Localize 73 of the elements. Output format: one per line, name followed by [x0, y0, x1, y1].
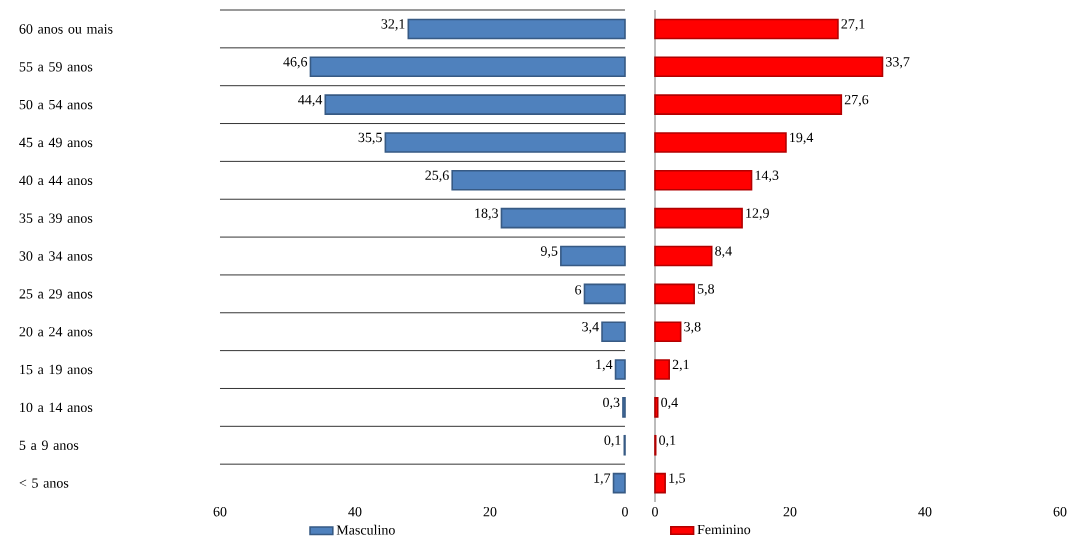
- bar: [654, 132, 787, 153]
- x-tick-label: 60: [213, 506, 227, 517]
- bar: [500, 207, 626, 229]
- y-tick-label: 30 a 34 anos: [19, 251, 93, 261]
- bar: [654, 170, 753, 191]
- bar: [654, 359, 670, 380]
- data-label: 32,1: [381, 19, 405, 31]
- bar: [451, 170, 626, 191]
- data-label: 19,4: [790, 132, 814, 145]
- data-label: 3,8: [684, 321, 701, 334]
- bar: [654, 94, 843, 115]
- bar: [622, 397, 626, 418]
- bar: [654, 207, 743, 229]
- data-label: 27,6: [844, 94, 869, 107]
- y-tick-label: 35 a 39 anos: [19, 213, 93, 223]
- bar: [654, 397, 659, 418]
- y-tick-label: < 5 anos: [19, 478, 69, 488]
- bar: [654, 245, 713, 267]
- y-tick-label: 40 a 44 anos: [19, 175, 93, 186]
- data-label: 25,6: [425, 170, 449, 183]
- y-tick-label: 25 a 29 anos: [19, 289, 93, 299]
- bar: [654, 472, 666, 494]
- x-tick-label: 20: [483, 506, 497, 517]
- bar: [654, 56, 884, 78]
- data-label: 2,1: [672, 359, 689, 372]
- y-tick-label: 60 anos ou mais: [19, 24, 113, 34]
- y-tick-label: 45 a 49 anos: [19, 137, 93, 148]
- data-label: 46,6: [283, 57, 308, 69]
- bar: [614, 359, 626, 380]
- bar: [309, 56, 626, 78]
- y-tick-label: 20 a 24 anos: [19, 326, 93, 337]
- x-tick-label: 0: [652, 506, 658, 517]
- x-tick-label: 60: [1053, 506, 1067, 517]
- data-label: 1,5: [669, 473, 686, 485]
- data-label: 27,1: [841, 19, 865, 31]
- data-label: 14,3: [755, 170, 779, 183]
- data-label: 8,4: [715, 246, 732, 258]
- data-label: 9,5: [540, 246, 558, 258]
- bar: [407, 18, 626, 40]
- y-tick-label: 10 a 14 anos: [20, 402, 93, 413]
- data-label: 0,1: [604, 435, 621, 447]
- x-tick-label: 20: [783, 506, 797, 517]
- bar: [583, 283, 626, 305]
- data-label: 33,7: [886, 57, 910, 69]
- bar: [324, 94, 626, 115]
- data-label: 3,4: [582, 321, 599, 334]
- data-label: 0,4: [661, 397, 678, 410]
- y-tick-label: 55 a 59 anos: [19, 62, 93, 72]
- bar: [601, 321, 626, 342]
- bar: [654, 321, 682, 342]
- data-label: 1,4: [596, 359, 613, 372]
- data-label: 12,9: [746, 208, 769, 220]
- x-tick-label: 0: [622, 506, 628, 517]
- legend-label: Masculino: [336, 524, 395, 535]
- data-label: 6: [575, 285, 582, 295]
- data-label: 1,7: [594, 473, 611, 485]
- bar: [612, 472, 626, 494]
- data-label: 0,3: [603, 397, 620, 410]
- bar: [560, 245, 626, 267]
- bar: [384, 132, 626, 153]
- x-tick-label: 40: [348, 506, 362, 517]
- data-label: 44,4: [298, 94, 323, 107]
- x-tick-label: 40: [918, 506, 932, 517]
- y-tick-label: 50 a 54 anos: [19, 99, 93, 110]
- data-label: 5,8: [697, 284, 715, 296]
- y-tick-label: 5 a 9 anos: [19, 440, 79, 450]
- legend-label: Feminino: [697, 524, 751, 535]
- data-label: 35,5: [358, 132, 382, 145]
- bar: [654, 283, 695, 305]
- y-tick-label: 15 a 19 anos: [20, 364, 93, 375]
- bar: [654, 18, 839, 40]
- data-label: 18,3: [475, 208, 498, 220]
- data-label: 0,1: [659, 435, 676, 447]
